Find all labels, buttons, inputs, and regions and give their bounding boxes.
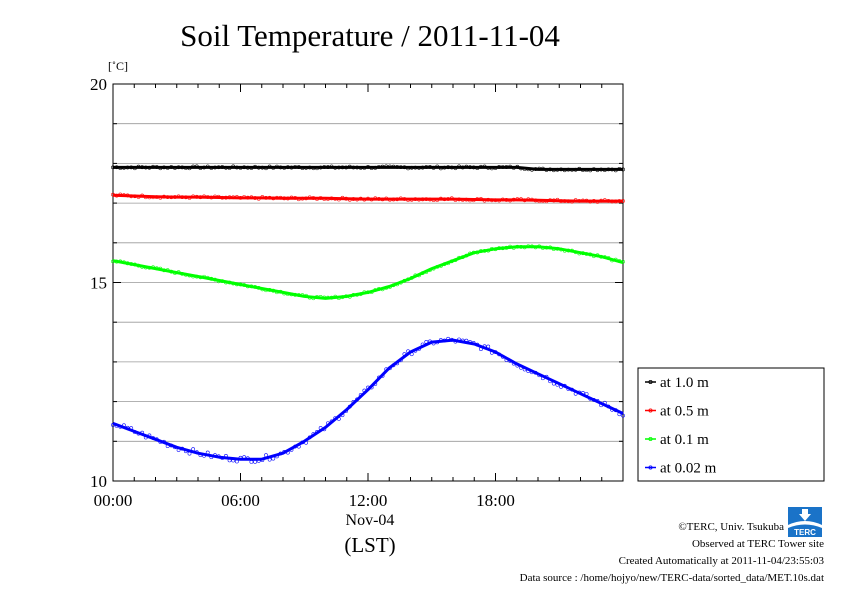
x-axis-date-label: Nov-04 — [346, 512, 395, 529]
legend-label: at 1.0 m — [660, 375, 709, 391]
legend-box — [637, 367, 825, 482]
series-at-1-0-m — [111, 164, 625, 173]
grid-lines — [113, 123, 623, 442]
x-tick-label: 00:00 — [94, 491, 133, 510]
legend-marker — [648, 436, 653, 441]
y-tick-label: 20 — [90, 75, 107, 94]
logo-text: TERC — [794, 528, 816, 537]
series-at-0-1-m — [111, 244, 625, 301]
series-layer — [111, 164, 625, 464]
creation-timestamp: Created Automatically at 2011-11-04/23:5… — [618, 555, 824, 567]
legend-label: at 0.02 m — [660, 461, 717, 477]
legend-label: at 0.1 m — [660, 432, 709, 448]
chart-title: Soil Temperature / 2011-11-04 — [180, 18, 560, 53]
legend-items: at 1.0 m at 0.5 m at 0.1 m at 0.02 m — [645, 375, 717, 477]
series-line — [113, 165, 623, 171]
terc-logo: TERC — [786, 505, 824, 539]
x-tick-labels: 00:00 06:00 12:00 18:00 — [94, 491, 515, 510]
x-tick-label: 18:00 — [476, 491, 515, 510]
series-line — [112, 193, 623, 203]
y-tick-label: 10 — [90, 472, 107, 491]
series-point — [621, 413, 625, 418]
legend: at 1.0 m at 0.5 m at 0.1 m at 0.02 m — [637, 367, 825, 482]
legend-marker — [648, 408, 653, 413]
data-source-path: Data source : /home/hojyo/new/TERC-data/… — [519, 572, 824, 584]
observation-site-credit: Observed at TERC Tower site — [691, 538, 824, 550]
legend-marker — [648, 379, 653, 384]
copyright-credit: ©TERC, Univ. Tsukuba — [678, 521, 784, 533]
x-tick-label: 06:00 — [221, 491, 260, 510]
y-tick-label: 15 — [90, 274, 107, 293]
axis-ticks — [112, 83, 624, 482]
series-line — [112, 245, 624, 300]
series-at-0-02-m — [111, 336, 625, 464]
x-tick-label: 12:00 — [349, 491, 388, 510]
y-tick-labels: 10 15 20 — [90, 75, 107, 491]
legend-label: at 0.5 m — [660, 404, 709, 420]
series-at-0-5-m — [111, 192, 625, 204]
y-axis-unit-label: [˚C] — [108, 59, 128, 73]
legend-marker — [648, 465, 653, 470]
x-axis-label: (LST) — [344, 533, 395, 557]
series-line — [112, 338, 624, 461]
